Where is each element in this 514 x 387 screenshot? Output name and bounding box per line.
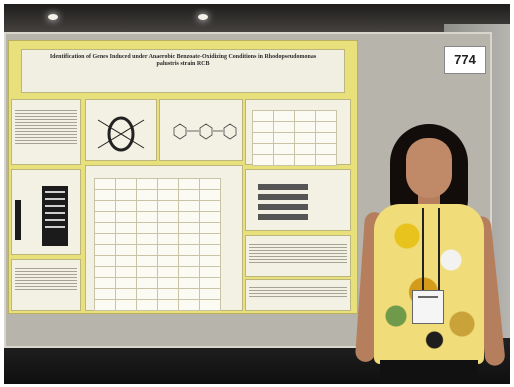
pants [380,360,478,384]
ceiling [4,4,510,36]
rtpcr-panel [245,169,351,231]
gel-band-row [258,204,308,210]
acknowledgements-panel [245,279,351,311]
pathway-panel [85,99,157,161]
gene-table [94,178,221,311]
gel-image [42,186,68,246]
gene-table-panel [85,165,243,311]
results-table [252,110,337,166]
chemistry-diagram [173,123,237,140]
abstract-panel [11,99,81,165]
ceiling-light [198,14,208,20]
face [406,138,452,198]
poster-title: Identification of Genes Induced under An… [49,54,317,67]
notes-panel [11,259,81,311]
gel-band-row [258,214,308,220]
chemistry-panel [159,99,243,161]
presenter [354,124,506,384]
gel-band-row [258,194,308,200]
name-badge [412,290,444,324]
research-poster: Identification of Genes Induced under An… [8,40,358,314]
floral-top [374,204,484,364]
gel-panel [11,169,81,255]
poster-title-box: Identification of Genes Induced under An… [21,49,345,93]
pathway-diagram [97,116,145,152]
ceiling-light [48,14,58,20]
results-table-panel [245,99,351,166]
gel-band-row [258,184,308,190]
lanyard [422,208,440,292]
gel-image [15,200,21,240]
booth-number-sign: 774 [444,46,486,74]
photo: Identification of Genes Induced under An… [4,4,510,384]
conclusions-panel [245,235,351,277]
